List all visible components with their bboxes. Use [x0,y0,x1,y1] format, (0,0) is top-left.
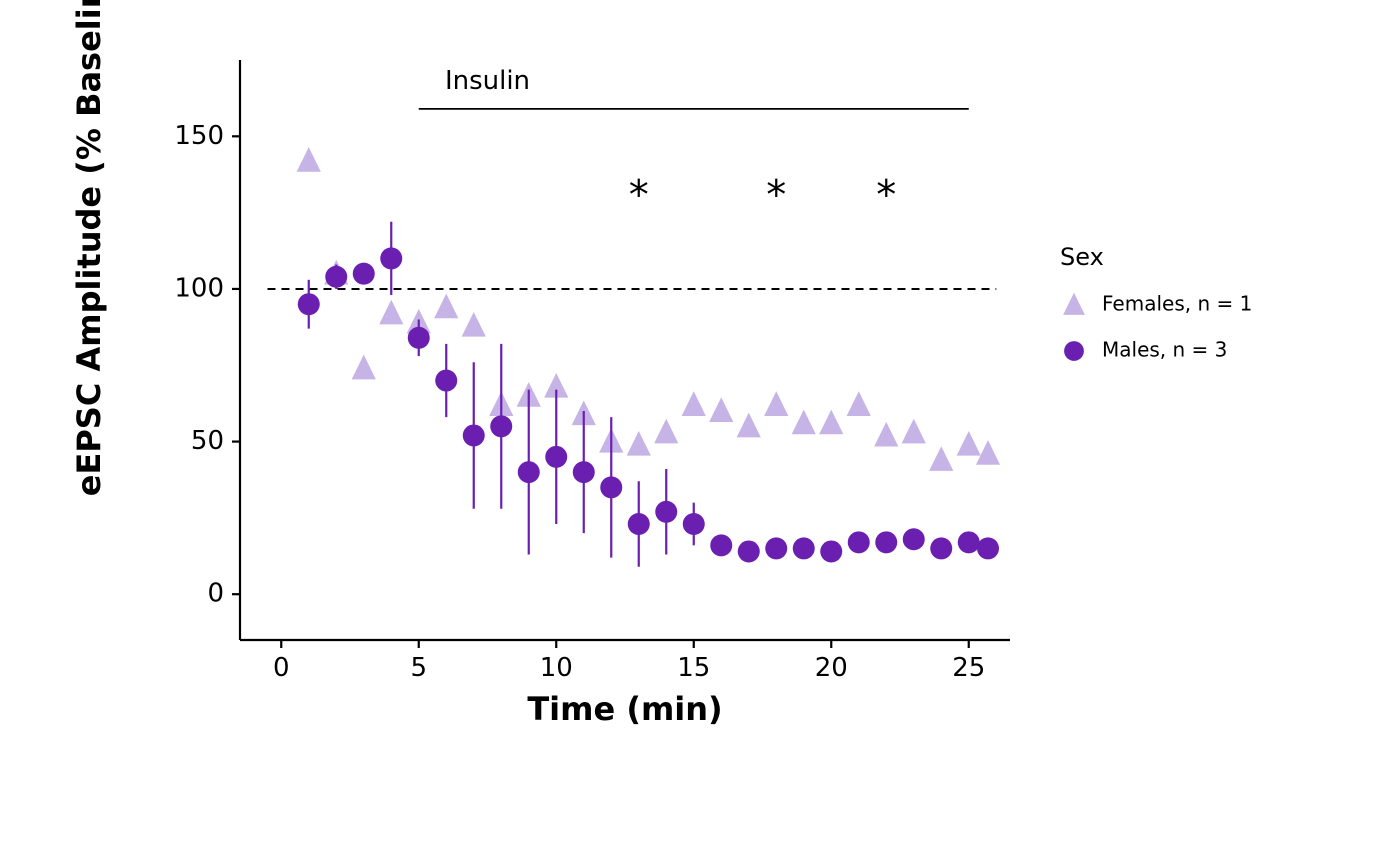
x-tick-label: 25 [952,653,985,683]
x-tick-label: 5 [410,653,427,683]
marker-circle [958,531,980,553]
y-tick-label: 150 [174,121,224,151]
y-axis-label: eEPSC Amplitude (% Baseline [70,0,108,496]
marker-circle [875,531,897,553]
marker-circle [380,247,402,269]
marker-circle [463,424,485,446]
marker-circle [600,476,622,498]
marker-circle [793,537,815,559]
marker-circle [683,513,705,535]
legend-item-label: Males, n = 3 [1102,338,1227,362]
significance-star: * [876,172,896,218]
chart-svg: Insulin * * * 0 5 10 15 20 25 0 50 100 150 Time (min) e… [0,0,1400,865]
x-tick-label: 20 [815,653,848,683]
x-tick-label: 10 [540,653,573,683]
y-tick-label: 0 [207,579,224,609]
marker-circle [848,531,870,553]
y-tick-label: 100 [174,273,224,303]
significance-star: * [766,172,786,218]
legend-item-label: Females, n = 1 [1102,292,1252,316]
legend-title: Sex [1060,243,1104,271]
marker-circle [628,513,650,535]
significance-star: * [629,172,649,218]
marker-circle [710,534,732,556]
x-tick-label: 0 [273,653,290,683]
marker-circle [573,461,595,483]
marker-circle [298,293,320,315]
treatment-label: Insulin [445,66,530,96]
marker-circle [490,415,512,437]
marker-circle [930,537,952,559]
marker-circle [738,540,760,562]
legend-circle-icon [1064,341,1084,361]
marker-circle [977,537,999,559]
marker-circle [325,266,347,288]
marker-circle [408,327,430,349]
marker-circle [353,263,375,285]
chart-container: Insulin * * * 0 5 10 15 20 25 0 50 100 150 Time (min) e… [0,0,1400,865]
marker-circle [765,537,787,559]
marker-circle [903,528,925,550]
marker-circle [545,446,567,468]
marker-circle [435,370,457,392]
x-axis-label: Time (min) [527,690,722,728]
marker-circle [655,501,677,523]
marker-circle [820,540,842,562]
marker-circle [518,461,540,483]
x-tick-label: 15 [677,653,710,683]
y-tick-label: 50 [191,426,224,456]
